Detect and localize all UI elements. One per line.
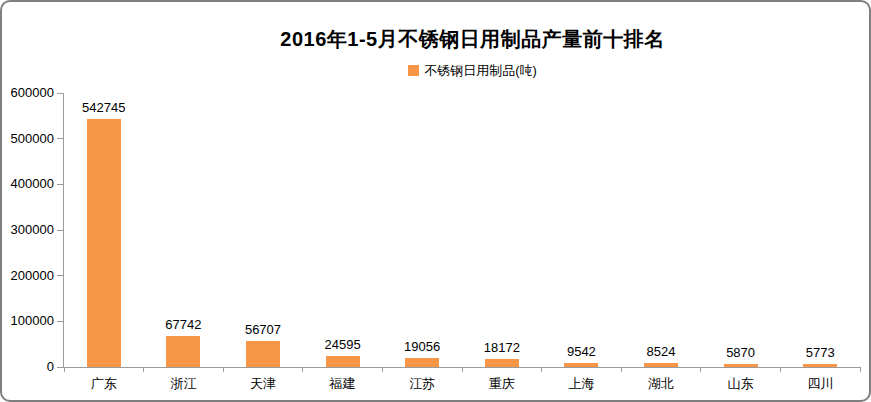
chart-frame: 2016年1-5月不锈钢日用制品产量前十排名 不锈钢日用制品(吨) 010000… (0, 0, 871, 402)
bar-value-label: 8524 (621, 344, 701, 359)
x-axis-category-label: 江苏 (382, 376, 462, 391)
x-axis-tick (780, 367, 781, 372)
y-axis-tick-label: 600000 (2, 85, 54, 100)
bar-value-label: 56707 (223, 322, 303, 337)
x-axis-tick (462, 367, 463, 372)
bar (326, 356, 360, 367)
bar (724, 364, 758, 367)
legend: 不锈钢日用制品(吨) (82, 62, 863, 80)
x-axis-tick (143, 367, 144, 372)
y-axis-tick-label: 400000 (2, 176, 54, 191)
x-axis-tick (860, 367, 861, 372)
y-axis-line (63, 93, 64, 367)
x-axis-tick (621, 367, 622, 372)
y-axis-tick (57, 275, 63, 276)
bar (564, 363, 598, 367)
legend-swatch-icon (408, 65, 419, 76)
y-axis-tick (57, 230, 63, 231)
y-axis-tick (57, 138, 63, 139)
x-axis-category-label: 天津 (223, 376, 303, 391)
y-axis-tick (57, 184, 63, 185)
y-axis-tick (57, 367, 63, 368)
bar-value-label: 67742 (144, 317, 224, 332)
legend-label: 不锈钢日用制品(吨) (424, 63, 537, 78)
x-axis-category-label: 广东 (64, 376, 144, 391)
chart-title: 2016年1-5月不锈钢日用制品产量前十排名 (82, 26, 863, 53)
bar-value-label: 19056 (382, 339, 462, 354)
x-axis-tick (302, 367, 303, 372)
bar (87, 119, 121, 367)
x-axis-tick (382, 367, 383, 372)
y-axis-tick-label: 500000 (2, 131, 54, 146)
bar-value-label: 9542 (542, 344, 622, 359)
bar (644, 363, 678, 367)
x-axis-category-label: 福建 (303, 376, 383, 391)
bar (485, 359, 519, 367)
x-axis-category-label: 重庆 (462, 376, 542, 391)
plot-area: 0100000200000300000400000500000600000542… (64, 93, 860, 367)
y-axis-tick-label: 200000 (2, 268, 54, 283)
bar-value-label: 542745 (64, 100, 144, 115)
bar (246, 341, 280, 367)
x-axis-tick (223, 367, 224, 372)
x-axis-category-label: 湖北 (621, 376, 701, 391)
x-axis-category-label: 四川 (780, 376, 860, 391)
bar-value-label: 5773 (780, 345, 860, 360)
x-axis-tick (64, 367, 65, 372)
y-axis-tick (57, 93, 63, 94)
x-axis-category-label: 上海 (542, 376, 622, 391)
y-axis-tick (57, 321, 63, 322)
x-axis-tick (541, 367, 542, 372)
bar (803, 364, 837, 367)
y-axis-tick-label: 0 (2, 359, 54, 374)
y-axis-tick-label: 300000 (2, 222, 54, 237)
y-axis-tick-label: 100000 (2, 313, 54, 328)
x-axis-category-label: 浙江 (144, 376, 224, 391)
x-axis-tick (700, 367, 701, 372)
x-axis-category-label: 山东 (701, 376, 781, 391)
bar (166, 336, 200, 367)
bar-value-label: 24595 (303, 337, 383, 352)
bar-value-label: 5870 (701, 345, 781, 360)
bar-value-label: 18172 (462, 340, 542, 355)
bar (405, 358, 439, 367)
